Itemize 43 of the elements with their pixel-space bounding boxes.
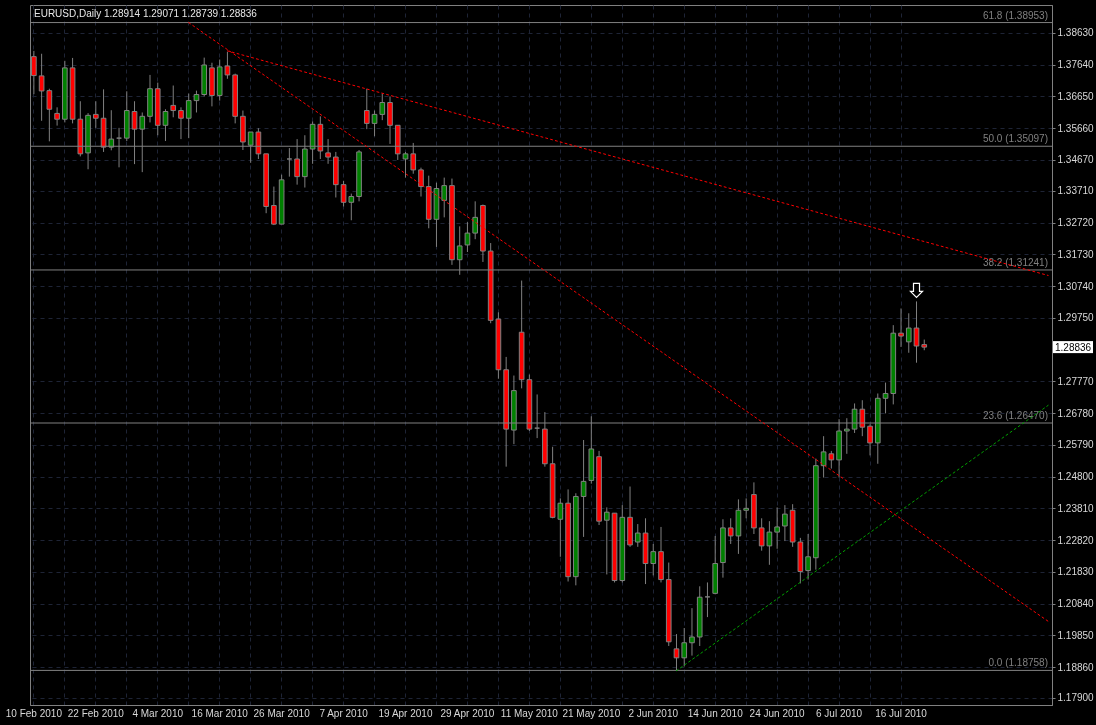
y-tick-label: 1.27770 (1057, 375, 1095, 387)
y-tick-label: 1.30740 (1057, 280, 1095, 292)
y-tick-label: 1.25790 (1057, 439, 1095, 451)
y-tick-label: 1.29750 (1057, 312, 1095, 324)
y-tick-label: 1.38630 (1057, 27, 1095, 39)
y-tick-label: 1.17900 (1057, 692, 1095, 704)
ref-line-label: 0.0 (1.18758) (988, 657, 1048, 669)
y-tick-label: 1.20840 (1057, 598, 1095, 610)
chart-title: EURUSD,Daily 1.28914 1.29071 1.28739 1.28836 (34, 8, 258, 19)
x-tick-label: 16 Jul 2010 (875, 707, 928, 719)
x-tick-label: 26 Mar 2010 (253, 707, 311, 719)
y-tick-label: 1.31730 (1057, 248, 1095, 260)
x-tick-label: 24 Jun 2010 (749, 707, 806, 719)
x-tick-label: 19 Apr 2010 (378, 707, 433, 719)
x-tick-label: 2 Jun 2010 (628, 707, 679, 719)
x-tick-label: 14 Jun 2010 (687, 707, 744, 719)
y-tick-label: 1.22820 (1057, 534, 1095, 546)
y-tick-label: 1.36650 (1057, 90, 1095, 102)
x-tick-label: 10 Feb 2010 (5, 707, 63, 719)
x-tick-label: 16 Mar 2010 (191, 707, 249, 719)
y-tick-label: 1.23810 (1057, 502, 1095, 514)
x-tick-label: 6 Jul 2010 (816, 707, 863, 719)
y-tick-label: 1.26780 (1057, 407, 1095, 419)
ref-line-label: 23.6 (1.26470) (982, 410, 1048, 422)
annotation: 1.28836 (1055, 342, 1092, 354)
y-tick-label: 1.35660 (1057, 122, 1095, 134)
ref-line-label: 50.0 (1.35097) (982, 133, 1048, 145)
y-tick-label: 1.34670 (1057, 154, 1095, 166)
ref-line-label: 38.2 (1.31241) (982, 256, 1048, 268)
y-tick-label: 1.33710 (1057, 185, 1095, 197)
x-tick-label: 11 May 2010 (500, 707, 559, 719)
ref-line-label: 61.8 (1.38953) (982, 9, 1048, 21)
y-tick-label: 1.24800 (1057, 471, 1095, 483)
x-tick-label: 21 May 2010 (562, 707, 621, 719)
x-tick-label: 29 Apr 2010 (440, 707, 495, 719)
y-tick-label: 1.18860 (1057, 661, 1095, 673)
x-tick-label: 7 Apr 2010 (319, 707, 369, 719)
x-tick-label: 22 Feb 2010 (67, 707, 125, 719)
y-tick-label: 1.21830 (1057, 566, 1095, 578)
y-tick-label: 1.37640 (1057, 59, 1095, 71)
y-tick-label: 1.32720 (1057, 217, 1095, 229)
y-tick-label: 1.19850 (1057, 629, 1095, 641)
x-tick-label: 4 Mar 2010 (132, 707, 184, 719)
